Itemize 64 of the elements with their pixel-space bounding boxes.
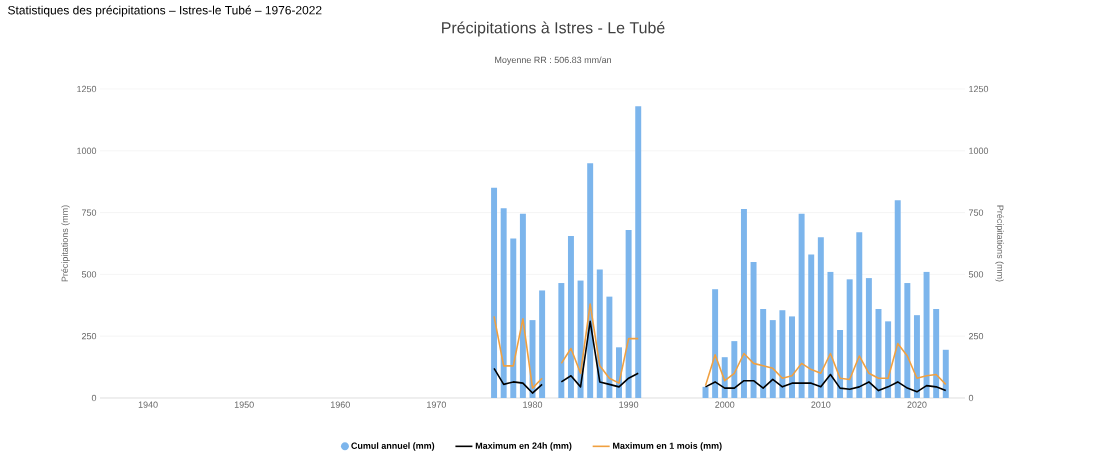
x-tick-label: 2000	[715, 401, 735, 408]
bar	[635, 106, 642, 398]
y-axis-title: Précipitations (mm)	[61, 205, 70, 282]
bar	[596, 269, 603, 398]
chart-subtitle: Moyenne RR : 506.83 mm/an	[495, 56, 611, 65]
bar	[894, 200, 901, 398]
bar	[865, 278, 872, 398]
y-tick-label: 0	[91, 394, 97, 402]
y-tick-label: 1000	[77, 147, 97, 154]
y2-tick-label: 1250	[969, 85, 989, 93]
x-tick-label: 1940	[138, 401, 158, 408]
bar	[519, 213, 526, 398]
bar	[808, 254, 815, 398]
bar	[567, 236, 574, 398]
y-tick-label: 500	[81, 271, 97, 278]
bar	[491, 187, 498, 398]
bar	[750, 262, 757, 398]
bar	[827, 271, 834, 398]
y2-tick-label: 0	[968, 394, 974, 402]
text: Statistiques des précipitations – Istres-le Tubé – 1976-2022	[8, 5, 322, 17]
bar	[587, 163, 594, 398]
bar	[740, 208, 747, 398]
bar	[817, 237, 824, 398]
bar	[510, 238, 517, 398]
bar	[539, 290, 546, 398]
y-tick-label: 250	[81, 333, 97, 340]
bar	[500, 208, 507, 398]
bar	[625, 229, 632, 398]
bar	[779, 310, 786, 398]
x-tick-label: 2010	[811, 401, 831, 408]
x-tick-label: 1990	[619, 401, 639, 408]
bar	[885, 321, 892, 398]
x-tick-label: 1950	[234, 401, 254, 408]
y2-tick-label: 750	[968, 209, 984, 216]
bar	[837, 330, 844, 398]
x-tick-label: 1960	[331, 401, 350, 408]
y-tick-label: 1250	[77, 85, 97, 93]
chart-title: Précipitations à Istres - Le Tubé	[442, 21, 665, 37]
bar	[846, 279, 853, 398]
legend-label: Maximum en 1 mois (mm)	[613, 442, 722, 451]
y-tick-label: 750	[81, 209, 97, 216]
x-tick-label: 1980	[523, 401, 543, 408]
y2-tick-label: 500	[968, 271, 984, 278]
bar	[913, 315, 920, 398]
bar	[760, 308, 767, 398]
bar	[606, 296, 613, 398]
bar	[789, 316, 795, 398]
bar	[769, 320, 776, 398]
bar	[904, 283, 911, 398]
y2-axis-title: Précipitations (mm)	[995, 205, 1004, 282]
y2-tick-label: 1000	[969, 147, 989, 154]
bar	[712, 289, 719, 398]
bar	[731, 341, 738, 398]
bar	[933, 308, 940, 398]
bar	[798, 213, 805, 398]
x-tick-label: 2020	[907, 401, 927, 408]
bar	[923, 271, 930, 398]
bar	[942, 349, 949, 398]
x-tick-label: 1970	[427, 401, 447, 408]
legend-label: Maximum en 24h (mm)	[475, 442, 572, 451]
legend-label: Cumul annuel (mm)	[351, 442, 435, 451]
y2-tick-label: 250	[968, 333, 984, 340]
bar	[558, 283, 565, 398]
bar	[856, 232, 863, 398]
